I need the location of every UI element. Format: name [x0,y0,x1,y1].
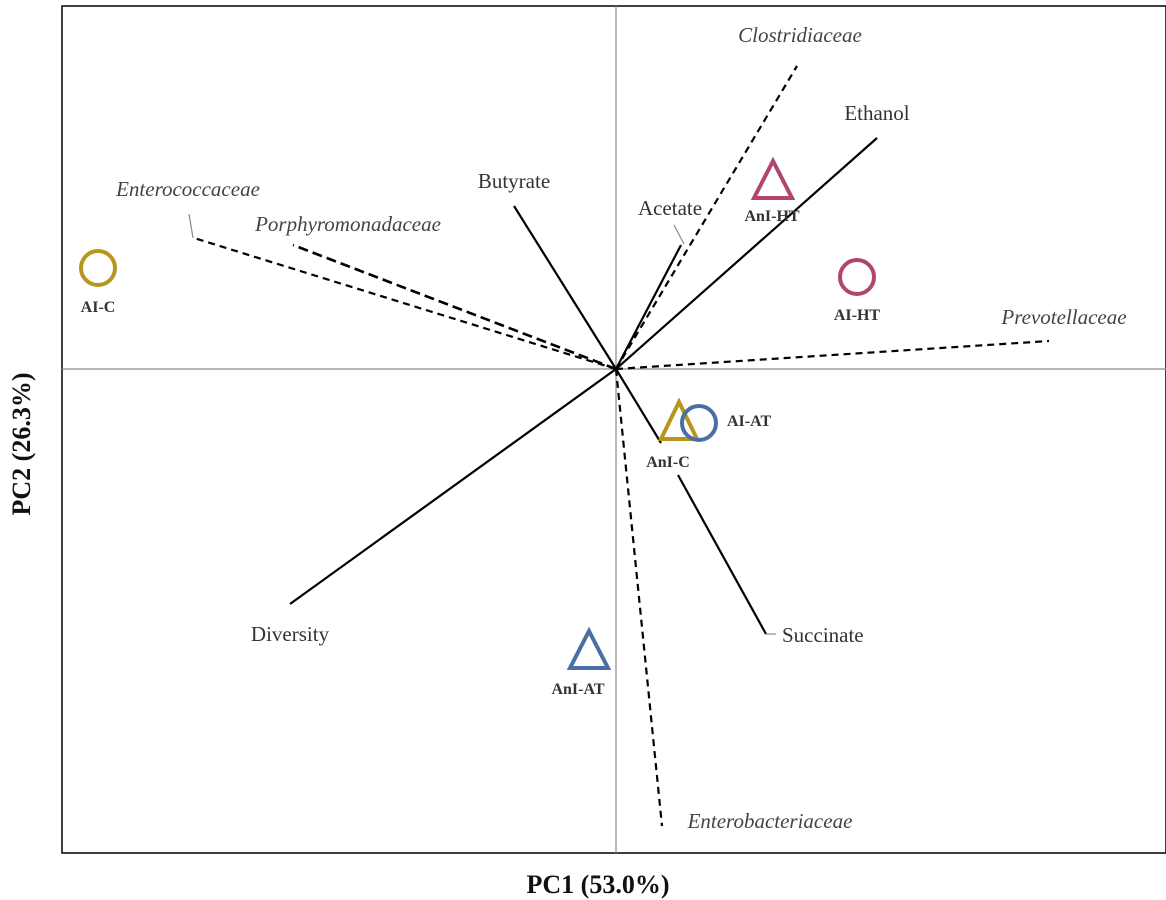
loading-enterobacteriaceae [614,368,664,827]
x-axis-title: PC1 (53.0%) [527,870,670,899]
label-ethanol: Ethanol [844,101,909,125]
loading-prevotellaceae [615,339,1050,371]
label-porphyromonadaceae: Porphyromonadaceae [254,212,441,236]
label-prevotellaceae: Prevotellaceae [1000,305,1126,329]
loading-acetate [615,244,682,370]
loading-enterococcaceae [193,236,617,371]
loading-porphyromonadaceae [292,243,617,371]
label-enterococcaceae: Enterococcaceae [115,177,260,201]
sample-ai-c-marker [79,249,117,287]
label-clostridiaceae: Clostridiaceae [738,23,862,47]
label-diversity: Diversity [251,622,330,646]
loading-butyrate [513,205,617,370]
label-enterobacteriaceae: Enterobacteriaceae [687,809,853,833]
sample-label-ani-c: AnI-C [646,454,690,471]
label-succinate: Succinate [782,623,864,647]
loading-ethanol [615,137,878,370]
loading-clostridiaceae [615,65,798,370]
leader-enterococcaceae [188,213,194,239]
sample-ani-ht-marker [750,156,796,200]
loading-succinate-inner [615,368,662,444]
sample-label-ai-at: AI-AT [727,413,771,430]
loading-succinate-outer [677,474,767,635]
sample-label-ani-ht: AnI-HT [744,208,799,225]
sample-label-ai-c: AI-C [81,299,116,316]
sample-label-ani-at: AnI-AT [551,681,604,698]
loading-diversity [289,368,617,605]
leader-acetate [673,224,685,245]
sample-ani-c-marker [657,397,701,441]
plot-frame [61,5,1166,854]
label-acetate: Acetate [638,196,702,220]
sample-ai-at-marker [680,404,718,442]
y-axis-title: PC2 (26.3%) [7,373,36,516]
sample-ani-at-marker [566,626,612,670]
sample-ai-ht-marker [838,258,876,296]
sample-label-ai-ht: AI-HT [834,307,881,324]
label-butyrate: Butyrate [478,169,550,193]
